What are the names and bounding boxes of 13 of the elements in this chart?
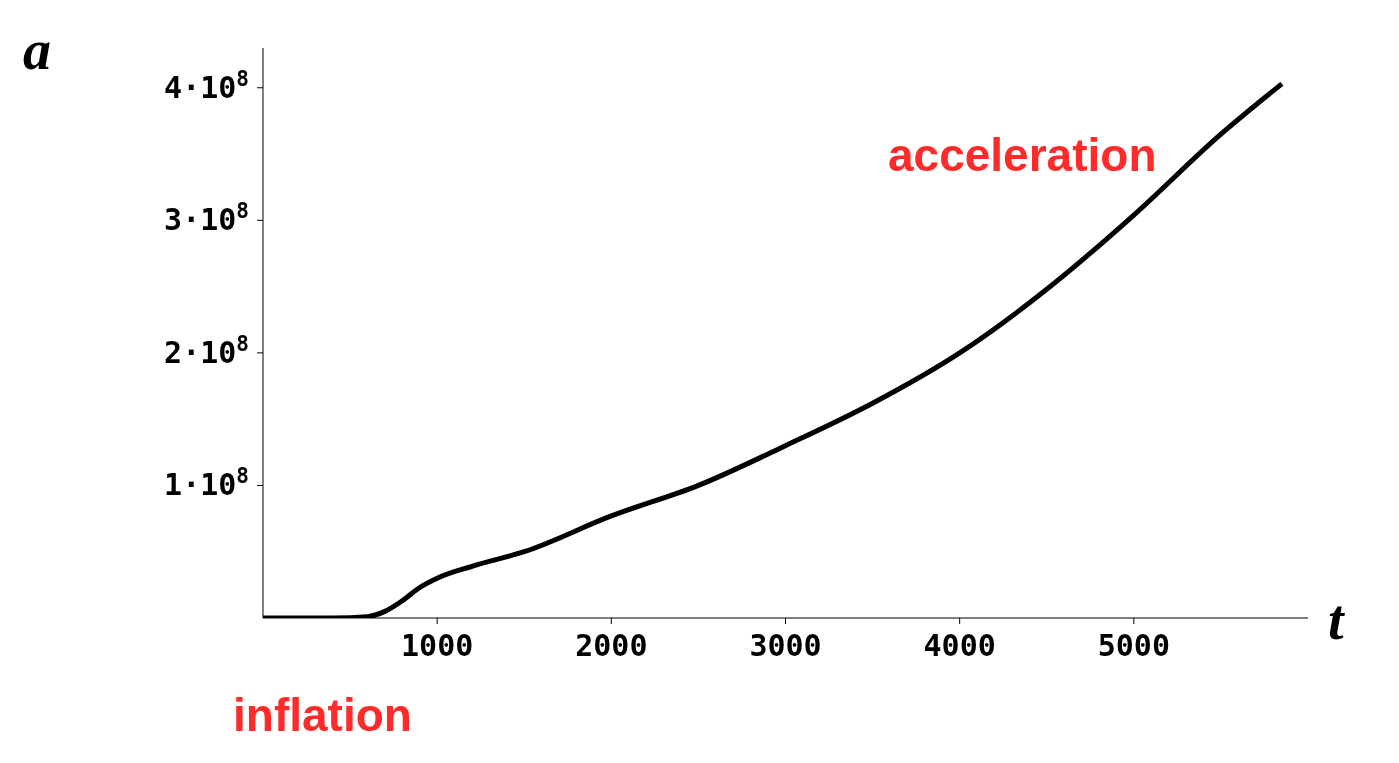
y-tick-label: 2·10$^{8}$ <box>164 331 249 370</box>
x-tick-label: 5000 <box>1097 628 1170 663</box>
y-tick-label: 1·10$^{8}$ <box>164 464 249 503</box>
y-tick-label: 4·10$^{8}$ <box>164 66 249 105</box>
x-tick-label: 2000 <box>575 628 648 663</box>
y-tick-label: 3·10$^{8}$ <box>164 199 249 238</box>
annotation: acceleration <box>888 128 1157 182</box>
y-axis-title: a <box>23 18 51 82</box>
x-axis-title: t <box>1328 588 1344 652</box>
x-tick-label: 3000 <box>749 628 822 663</box>
text: inflation <box>233 688 412 742</box>
x-tick-label: 4000 <box>923 628 996 663</box>
x-tick-label: 1000 <box>401 628 474 663</box>
